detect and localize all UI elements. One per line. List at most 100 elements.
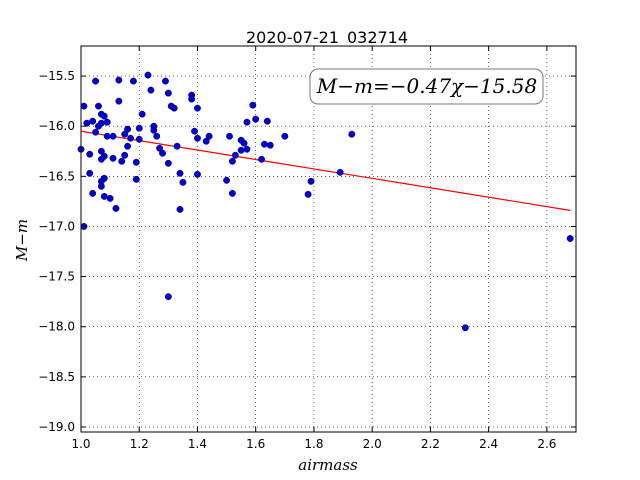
data-point: [461, 324, 469, 332]
chart-title: 2020-07-21_032714: [246, 28, 408, 48]
x-axis-label: airmass: [298, 456, 358, 474]
data-point: [115, 76, 123, 84]
data-point: [260, 140, 268, 148]
plot-frame: [80, 45, 577, 433]
annotation-box: [309, 68, 544, 105]
data-point: [170, 104, 178, 112]
x-tick-label: 2.4: [479, 437, 498, 451]
data-point: [179, 178, 187, 186]
data-point: [243, 145, 251, 153]
data-point: [191, 127, 199, 135]
data-point: [100, 192, 108, 200]
y-tick-label: −16.5: [38, 169, 75, 183]
data-point: [124, 142, 132, 150]
x-tick-label: 1.0: [71, 437, 90, 451]
data-point: [304, 190, 312, 198]
data-point: [566, 235, 574, 242]
data-point: [100, 112, 108, 120]
data-point: [194, 104, 201, 112]
data-point: [112, 204, 120, 212]
y-tick-label: −17.5: [38, 270, 75, 284]
data-point: [86, 169, 94, 177]
data-point: [92, 128, 100, 136]
data-point: [129, 77, 137, 85]
data-point: [95, 102, 102, 110]
plot-area: [81, 46, 576, 432]
annotation-text: M−m=−0.47χ−15.58: [316, 74, 537, 98]
data-point: [153, 132, 161, 140]
data-point: [266, 141, 274, 149]
data-point: [231, 151, 239, 159]
data-point: [176, 205, 184, 213]
y-tick-label: −15.5: [38, 69, 75, 83]
data-point: [176, 169, 184, 177]
y-tick-label: −18.0: [38, 320, 75, 334]
y-tick-label: −17.0: [38, 219, 75, 233]
data-point: [106, 194, 114, 202]
data-point: [89, 117, 97, 125]
data-point: [194, 134, 201, 142]
data-point: [132, 158, 140, 166]
data-point: [118, 157, 126, 165]
data-point: [80, 102, 88, 110]
data-point: [89, 189, 97, 197]
data-point: [144, 71, 152, 79]
data-point: [135, 124, 143, 132]
data-point: [161, 77, 169, 85]
data-point: [100, 152, 108, 160]
data-point: [307, 177, 315, 185]
x-axis: 1.0 1.2 1.4 1.6 1.8 2.0 2.2 2.4 2.6: [71, 46, 556, 451]
data-point: [164, 159, 172, 167]
y-axis-label: M−m: [13, 219, 31, 262]
data-point: [240, 139, 248, 147]
data-point: [205, 132, 213, 140]
data-point: [83, 119, 91, 127]
data-point: [237, 146, 245, 154]
data-points: [77, 71, 574, 332]
data-point: [147, 86, 155, 94]
data-point: [223, 176, 231, 184]
data-point: [132, 175, 140, 183]
data-point: [164, 89, 172, 97]
data-point: [173, 142, 181, 150]
data-point: [97, 119, 105, 127]
y-axis: −15.5 −16.0 −16.5 −17.0 −17.5 −18.0 −18.5 −19.0: [38, 69, 576, 434]
data-point: [243, 118, 251, 126]
data-point: [103, 132, 111, 140]
x-tick-label: 2.0: [363, 437, 382, 451]
x-tick-label: 1.4: [188, 437, 207, 451]
data-point: [159, 149, 166, 157]
x-tick-label: 1.2: [130, 437, 149, 451]
fit-annotation: M−m=−0.47χ−15.58: [309, 68, 544, 105]
x-tick-label: 2.6: [537, 437, 556, 451]
data-point: [348, 130, 356, 138]
data-point: [150, 126, 158, 134]
fit-line-group: [80, 130, 571, 211]
data-point: [109, 132, 117, 140]
data-point: [228, 157, 236, 165]
data-point: [135, 135, 143, 143]
data-point: [138, 110, 146, 118]
data-point: [252, 115, 260, 123]
data-point: [164, 293, 172, 301]
data-point: [97, 182, 105, 190]
data-point: [115, 97, 123, 105]
data-point: [228, 189, 236, 197]
data-point: [281, 132, 289, 140]
data-point: [121, 151, 129, 159]
x-tick-label: 2.2: [421, 437, 440, 451]
data-point: [124, 125, 132, 133]
x-tick-label: 1.6: [246, 437, 265, 451]
data-point: [100, 174, 108, 182]
x-tick-label: 1.8: [304, 437, 323, 451]
data-point: [249, 101, 257, 109]
data-point: [258, 155, 265, 163]
y-tick-label: −16.0: [38, 119, 75, 133]
data-point: [127, 134, 134, 142]
data-point: [226, 132, 233, 140]
data-point: [263, 117, 271, 125]
data-point: [86, 150, 94, 158]
data-point: [103, 118, 111, 126]
data-point: [194, 170, 201, 178]
